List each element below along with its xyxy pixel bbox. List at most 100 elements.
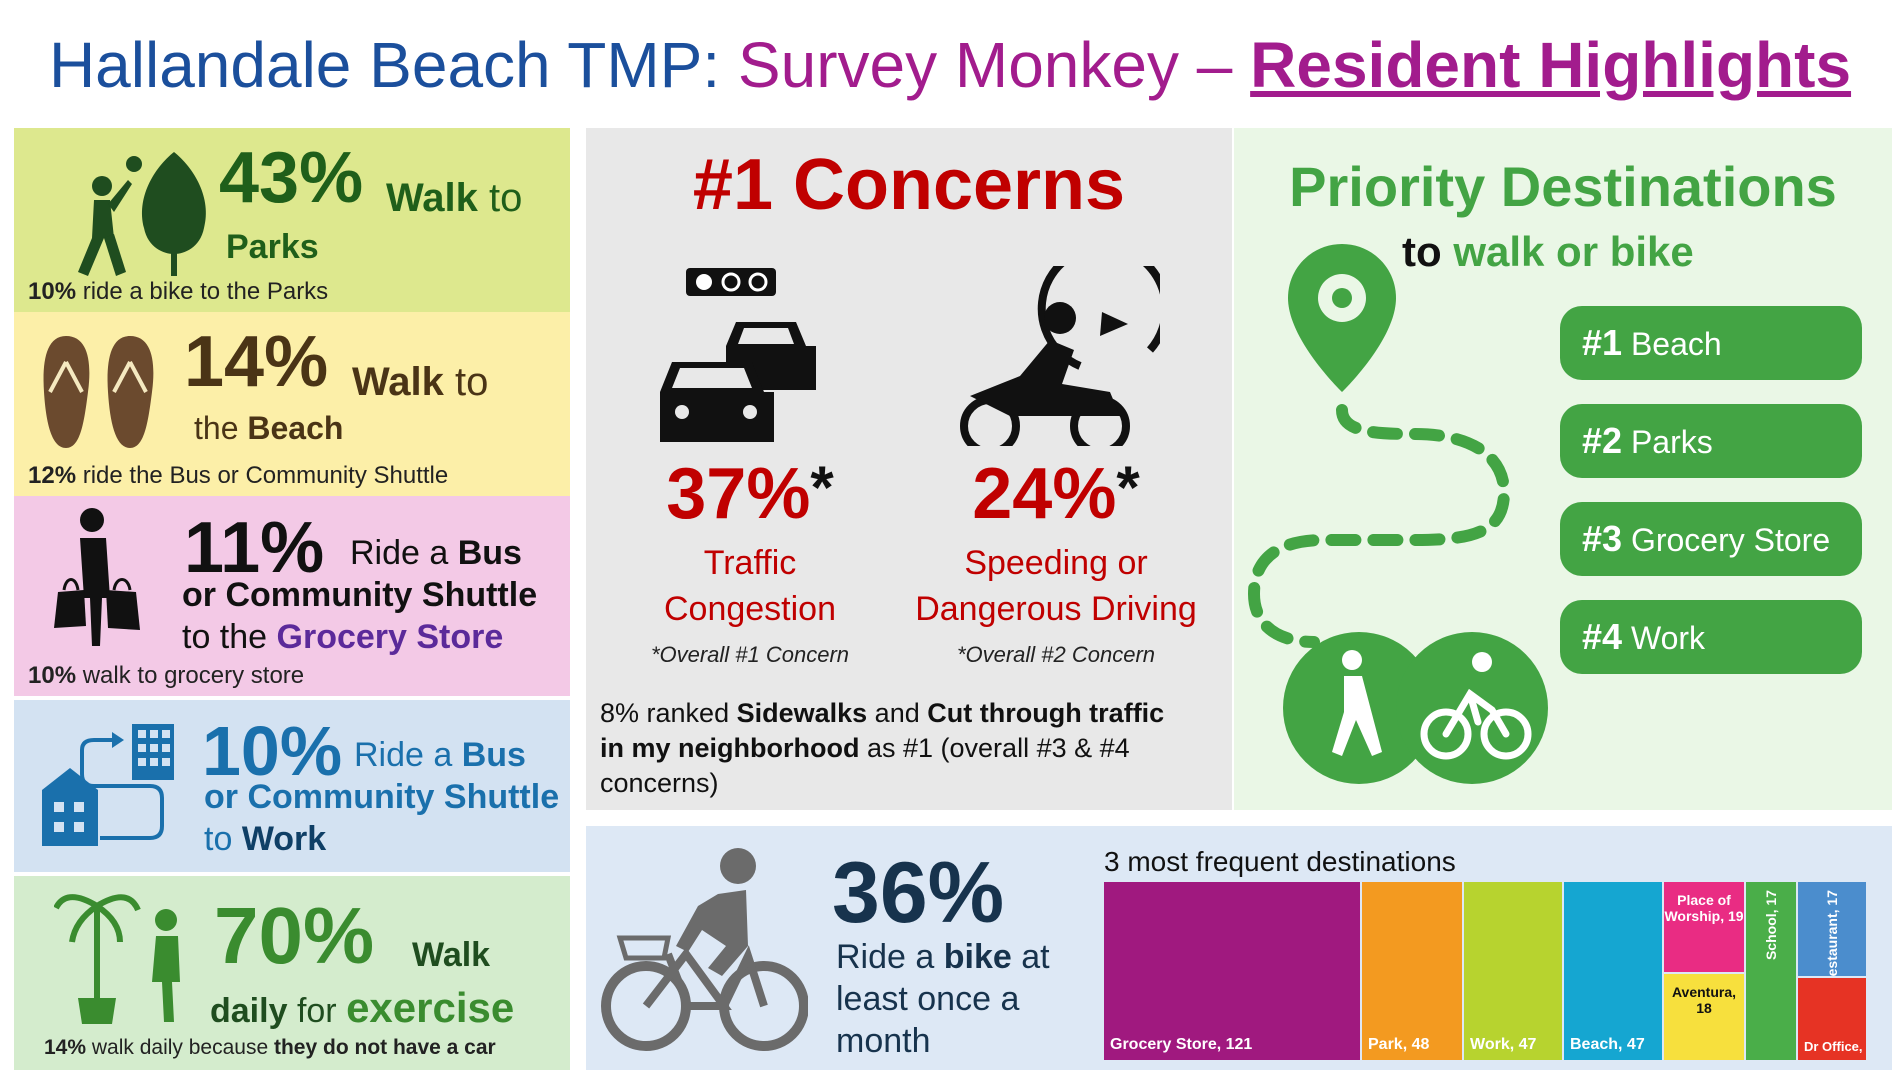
stat-percent: 70% xyxy=(214,891,375,980)
treemap-label: Grocery Store, 121 xyxy=(1110,1036,1253,1053)
treemap-cell-work: Work, 47 xyxy=(1464,882,1562,1060)
note-f: as #1 (overall #3 & #4 xyxy=(859,733,1130,763)
stat-for: for xyxy=(296,992,337,1030)
bicyclist-icon xyxy=(601,848,808,1051)
palm-walker-icon xyxy=(54,894,180,1024)
destination-label: Work xyxy=(1630,620,1706,656)
note-emphasis: they do not have a car xyxy=(273,1036,496,1059)
stat-destination: Work xyxy=(241,820,327,858)
shopper-icon xyxy=(54,508,140,646)
grocery-panel: 11% Ride a Bus or Community Shuttle to t… xyxy=(14,496,570,696)
stat-percent: 11% xyxy=(184,508,325,588)
chart-title: 3 most frequent destinations xyxy=(1104,846,1456,877)
note-g: concerns) xyxy=(600,768,719,798)
concern1-percent: 37% xyxy=(666,454,811,534)
destination-rank: #4 xyxy=(1582,616,1623,657)
destinations-subtitle: walk or bike xyxy=(1453,228,1694,275)
stat-destination: Parks xyxy=(226,228,319,266)
note-a: 8% ranked xyxy=(600,698,737,728)
bike-line1c: at xyxy=(1011,938,1050,976)
concern2-line1: Speeding or xyxy=(964,544,1148,582)
concerns-note: 8% ranked Sidewalks and Cut through traf… xyxy=(600,696,1220,801)
page-title: Hallandale Beach TMP: Survey Monkey – Re… xyxy=(0,28,1900,102)
stat-to: to xyxy=(455,360,489,404)
destination-label: Beach xyxy=(1630,326,1722,362)
note-percent: 10% xyxy=(28,662,77,689)
note-percent: 10% xyxy=(28,278,77,305)
concerns-panel: #1 Concerns 37%* Traffic Congestion *Ove… xyxy=(586,128,1232,810)
stat-daily: daily xyxy=(210,992,288,1030)
stat-verb: Walk xyxy=(412,936,491,974)
stat-verb: Ride a xyxy=(354,736,453,774)
stat-to: to xyxy=(204,820,233,858)
destinations-sub-to: to xyxy=(1402,228,1442,275)
destination-label: Grocery Store xyxy=(1630,522,1831,558)
exercise-panel: 70% Walk daily for exercise 14% walk dai… xyxy=(14,876,570,1070)
destination-pill-1: #1 Beach xyxy=(1560,306,1862,380)
concern2-footnote: *Overall #2 Concern xyxy=(956,642,1156,667)
bike-percent: 36% xyxy=(832,845,1005,941)
concern1-line2: Congestion xyxy=(663,590,836,628)
stat-percent: 10% xyxy=(202,712,343,790)
destinations-treemap: Grocery Store, 121 Park, 48 Work, 47 Beach,… xyxy=(1104,882,1868,1062)
destinations-title: Priority Destinations xyxy=(1289,155,1837,218)
note-b: Sidewalks xyxy=(736,698,868,728)
stat-to: to the xyxy=(182,618,268,656)
treemap-label: Place of Worship, 19 xyxy=(1664,892,1744,924)
stat-bus: Bus xyxy=(461,736,526,774)
concern1-star: * xyxy=(810,454,834,521)
treemap-cell-aventura: Aventura, 18 xyxy=(1664,974,1744,1060)
note-c: and xyxy=(867,698,928,728)
stat-destination: Grocery Store xyxy=(276,618,504,656)
destination-rank: #1 xyxy=(1582,322,1623,363)
destination-pill-3: #3 Grocery Store xyxy=(1560,502,1862,576)
concern2-star: * xyxy=(1116,454,1140,521)
stat-percent: 14% xyxy=(184,322,329,402)
title-part3: Resident Highlights xyxy=(1250,29,1852,101)
note-text: walk to grocery store xyxy=(82,662,305,689)
treemap-cell-restaurant: Restaurant, 17 xyxy=(1798,882,1866,976)
note-text: walk daily because xyxy=(91,1036,269,1059)
stat-bus: Bus xyxy=(457,534,522,572)
treemap-label: Dr Office, 15 xyxy=(1804,1039,1866,1054)
concern1-line1: Traffic xyxy=(703,544,797,582)
treemap-cell-place-of-worship: Place of Worship, 19 xyxy=(1664,882,1744,972)
bike-line3: month xyxy=(836,1022,931,1060)
bike-line2: least once a xyxy=(836,980,1020,1018)
treemap-cell-dr-office: Dr Office, 15 xyxy=(1798,978,1866,1060)
treemap-label: Aventura, 18 xyxy=(1671,984,1737,1016)
treemap-label: Beach, 47 xyxy=(1570,1036,1645,1053)
bike-line1b: bike xyxy=(943,938,1012,976)
stat-destination: Beach xyxy=(247,410,344,446)
treemap-cell-park: Park, 48 xyxy=(1362,882,1462,1060)
treemap-cell-grocery-store: Grocery Store, 121 xyxy=(1104,882,1360,1060)
stat-to: to xyxy=(489,176,523,220)
treemap-label: Work, 47 xyxy=(1470,1036,1537,1053)
treemap-label: School, 17 xyxy=(1763,890,1779,961)
stat-verb: Walk xyxy=(386,176,478,220)
stat-percent: 43% xyxy=(219,138,364,218)
route-path-icon xyxy=(1247,244,1548,784)
flip-flops-icon xyxy=(43,336,154,448)
speeding-motorcycle-icon xyxy=(960,266,1160,446)
treemap-label: Restaurant, 17 xyxy=(1824,890,1840,976)
destination-pill-4: #4 Work xyxy=(1560,600,1862,674)
note-percent: 14% xyxy=(44,1036,87,1059)
stat-shuttle: or Community Shuttle xyxy=(204,778,560,816)
note-text: ride a bike to the Parks xyxy=(82,278,329,305)
treemap-cell-school: School, 17 xyxy=(1746,882,1796,1060)
note-percent: 12% xyxy=(28,462,77,489)
destination-pill-2: #2 Parks xyxy=(1560,404,1862,478)
destinations-panel: Priority Destinations to walk or bike #1… xyxy=(1234,128,1892,810)
traffic-congestion-icon xyxy=(660,268,816,442)
beach-panel: 14% Walk to the Beach 12% ride the Bus o… xyxy=(14,312,570,496)
walker-tree-icon xyxy=(78,152,206,276)
stat-exercise: exercise xyxy=(346,984,515,1031)
stat-verb: Walk xyxy=(352,360,444,404)
bike-panel: 36% Ride a bike at least once a month 3 … xyxy=(586,826,1892,1070)
treemap-cell-beach: Beach, 47 xyxy=(1564,882,1662,1060)
concern1-footnote: *Overall #1 Concern xyxy=(650,642,850,667)
work-panel: 10% Ride a Bus or Community Shuttle to W… xyxy=(14,700,570,872)
destination-label: Parks xyxy=(1630,424,1713,460)
stat-shuttle: or Community Shuttle xyxy=(182,576,538,614)
